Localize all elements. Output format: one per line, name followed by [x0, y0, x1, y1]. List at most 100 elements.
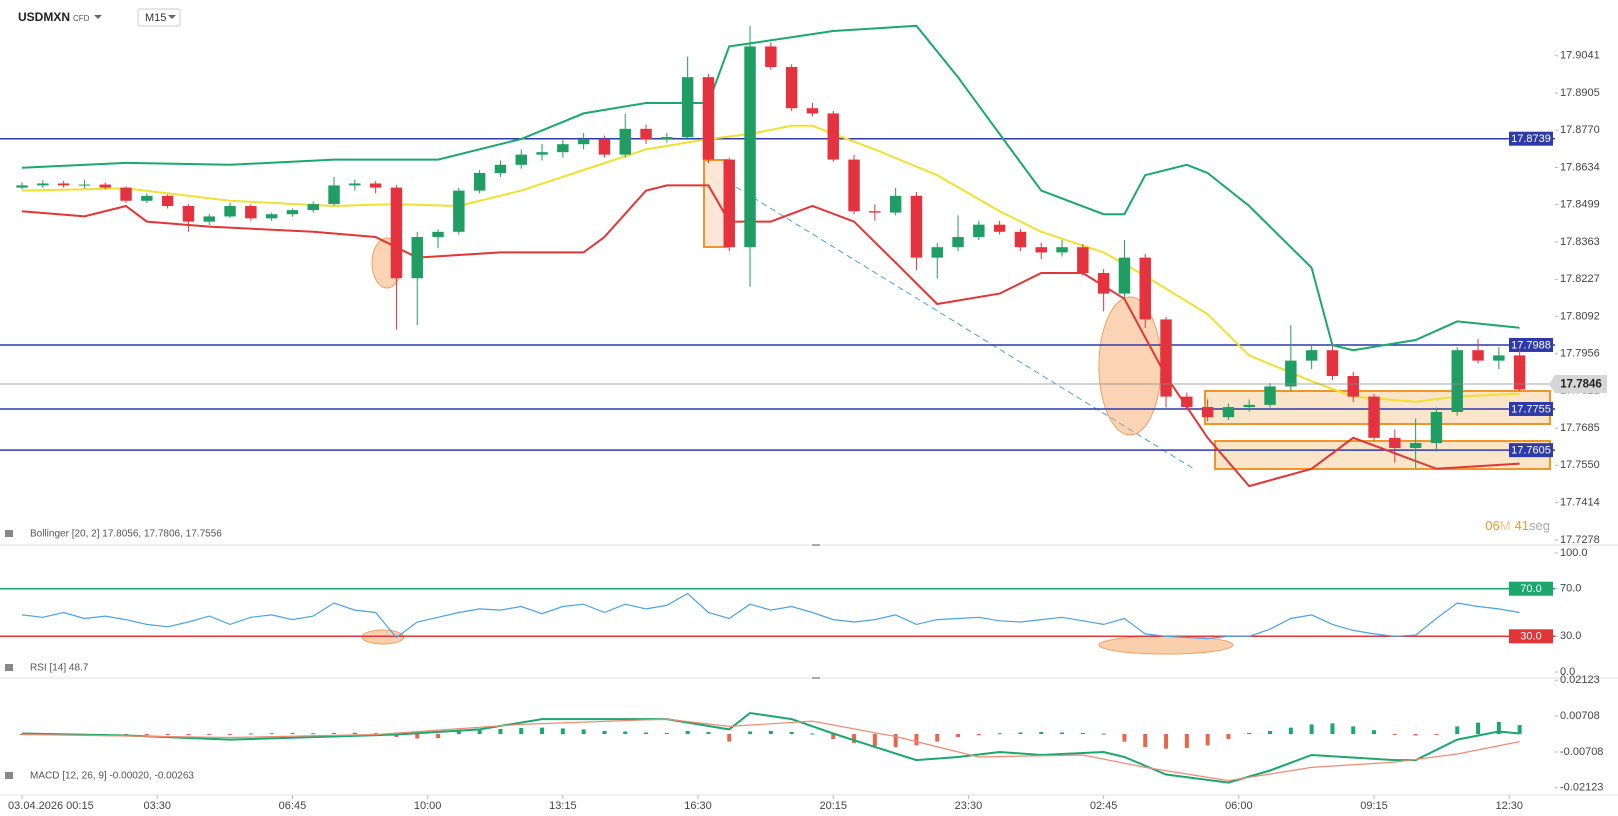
candle-body — [265, 214, 278, 219]
candle-body — [1305, 350, 1318, 361]
candle-body — [203, 216, 215, 222]
current-price-tag — [1549, 374, 1607, 393]
y-tick-label: 17.7278 — [1560, 534, 1600, 546]
candle-body — [494, 164, 507, 174]
overlay: USDMXN CFD M15 — [18, 8, 181, 27]
y-tick-label: 100.0 — [1560, 547, 1588, 559]
histogram-bar — [269, 733, 274, 735]
level-tag — [1509, 401, 1553, 416]
histogram-bar — [415, 734, 420, 739]
histogram-bar — [477, 729, 482, 734]
histogram-bar — [560, 728, 565, 734]
candle-body — [120, 187, 132, 201]
candle-body — [161, 195, 174, 206]
timeframe: M15 — [145, 12, 166, 24]
histogram-bar — [893, 734, 898, 748]
candle-body — [806, 108, 819, 114]
histogram-bar — [1101, 733, 1106, 735]
histogram-bar — [1496, 721, 1501, 734]
x-tick-label: 23:30 — [955, 800, 983, 812]
dropdown-caret[interactable] — [94, 15, 102, 19]
candle-body — [182, 205, 195, 222]
histogram-bar — [1164, 734, 1169, 749]
x-tick-label: 09:15 — [1360, 800, 1388, 812]
highlight-ellipse[interactable] — [1098, 635, 1234, 655]
y-tick-label: 70.0 — [1560, 583, 1581, 595]
candle-body — [889, 195, 902, 213]
histogram-bar — [290, 732, 295, 734]
x-tick-label: 02:45 — [1090, 800, 1118, 812]
timeframe-select[interactable] — [137, 8, 181, 27]
histogram-bar — [997, 733, 1002, 735]
plots: Bollinger [20, 2] 17.8056, 17.7806, 17.7… — [0, 24, 1607, 812]
histogram-bar — [1184, 734, 1189, 748]
histogram-bar — [1351, 726, 1356, 734]
candle-body — [952, 237, 964, 248]
candle-body — [411, 237, 423, 279]
candle-body — [827, 113, 839, 160]
histogram-bar — [456, 731, 461, 734]
candle-body — [1014, 231, 1027, 248]
level-tag-label: 17.7988 — [1511, 339, 1551, 351]
level-tag-label: 17.7605 — [1511, 445, 1551, 457]
x-tick-label: 12:30 — [1495, 800, 1523, 812]
histogram-bar — [519, 727, 524, 734]
candle-body — [141, 195, 153, 201]
level-tag-label: 70.0 — [1520, 583, 1541, 595]
y-tick-label: 0.0 — [1560, 666, 1575, 678]
candle-body — [16, 185, 28, 188]
indicator-icon — [5, 664, 13, 671]
candle-body — [1118, 257, 1131, 294]
candle-body — [744, 46, 756, 248]
candle-body — [1389, 437, 1401, 448]
candle-body — [328, 185, 340, 205]
indicator-icon — [5, 772, 13, 779]
histogram-bar — [144, 734, 149, 735]
candle-body — [432, 231, 444, 238]
histogram-bar — [914, 734, 919, 746]
candle-body — [1056, 247, 1068, 253]
resize-handle[interactable] — [812, 677, 820, 679]
histogram-bar — [1039, 731, 1044, 734]
level-tag — [1509, 131, 1553, 146]
resize-handle[interactable] — [812, 544, 820, 546]
highlight-ellipse[interactable] — [1098, 296, 1162, 436]
level-tag — [1509, 629, 1553, 644]
candle-body — [765, 46, 777, 68]
histogram-bar — [602, 730, 607, 734]
candle-body — [286, 210, 299, 215]
countdown-part: 41 — [1515, 518, 1529, 533]
indicator-line — [21, 711, 1520, 784]
y-tick-label: 17.9041 — [1560, 50, 1600, 62]
x-tick-label: 06:45 — [279, 800, 307, 812]
countdown-part: M — [1500, 518, 1511, 533]
histogram-bar — [748, 731, 753, 734]
candle-body — [973, 224, 985, 238]
histogram-bar — [124, 734, 129, 735]
candle-body — [245, 205, 257, 219]
layout — [0, 159, 1618, 796]
x-tick-label: 03:30 — [143, 800, 171, 812]
candle-body — [390, 187, 403, 279]
candle-body — [349, 183, 361, 186]
candle-body — [619, 128, 631, 155]
y-tick-label: 17.7414 — [1560, 497, 1600, 509]
y-tick-label: 17.7550 — [1560, 459, 1600, 471]
histogram-bar — [311, 733, 316, 735]
x-tick-label: 03.04.2026 00:15 — [8, 800, 94, 812]
candle-body — [1077, 247, 1089, 274]
candle-body — [1430, 411, 1443, 444]
histogram-bar — [789, 731, 794, 734]
histogram-bar — [706, 731, 711, 734]
candle-body — [993, 224, 1006, 232]
histogram-bar — [1080, 732, 1085, 734]
symbol[interactable]: USDMXN — [18, 10, 70, 24]
candle-body — [536, 152, 548, 155]
candle-body — [848, 159, 860, 212]
histogram-bar — [831, 734, 836, 740]
countdown-part: 06 — [1485, 518, 1499, 533]
indicator-label: Bollinger [20, 2] 17.8056, 17.7806, 17.7… — [30, 529, 222, 540]
histogram-bar — [852, 734, 857, 743]
histogram-bar — [727, 734, 732, 742]
